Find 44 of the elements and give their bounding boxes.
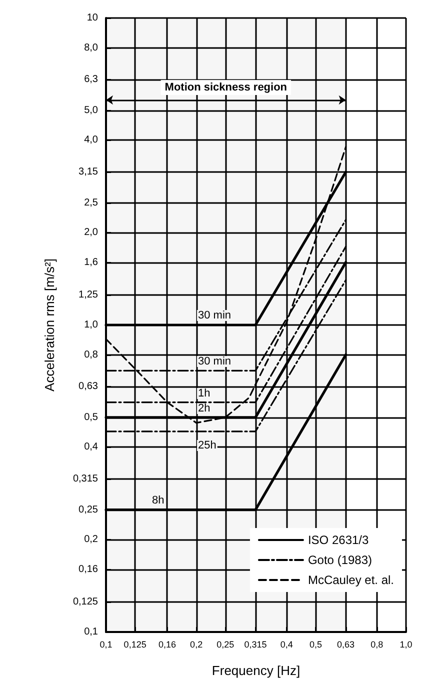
- x-tick-label: 0,315: [244, 640, 267, 650]
- y-tick-label: 6,3: [84, 74, 98, 86]
- y-tick-label: 0,16: [78, 564, 98, 575]
- x-tick-label: 0,8: [370, 640, 384, 650]
- y-axis-title: Acceleration rms [m/s²]: [42, 258, 57, 392]
- annotation: 30 min: [198, 356, 232, 368]
- y-tick-label: 4,0: [84, 134, 98, 146]
- x-tick-label: 0,125: [124, 640, 146, 650]
- legend-label: ISO 2631/3: [308, 533, 369, 547]
- x-tick-label: 0,4: [280, 640, 293, 650]
- y-tick-label: 0,8: [84, 349, 98, 360]
- y-tick-label: 0,315: [72, 474, 98, 485]
- y-tick-label: 0,4: [84, 442, 98, 453]
- annotation: 25h: [198, 440, 216, 452]
- y-tick-label: 2,0: [84, 227, 98, 238]
- y-tick-label: 0,1: [84, 626, 98, 638]
- y-tick-label: 1,25: [78, 290, 98, 301]
- annotation: 1h: [198, 388, 210, 400]
- y-tick-label: 0,63: [78, 381, 98, 392]
- legend-label: McCauley et. al.: [308, 573, 394, 587]
- y-tick-label: 2,5: [84, 197, 98, 208]
- x-tick-label: 0,63: [337, 640, 355, 650]
- y-tick-label: 1,0: [84, 320, 98, 330]
- x-tick-label: 0,1: [100, 640, 112, 650]
- y-tick-label: 3,15: [78, 166, 98, 178]
- y-tick-label: 0,2: [84, 534, 98, 546]
- legend-label: Goto (1983): [308, 553, 372, 567]
- x-tick-label: 0,16: [158, 640, 176, 650]
- x-tick-label: 0,5: [309, 640, 322, 650]
- y-tick-label: 8,0: [84, 42, 98, 54]
- annotation: 8h: [152, 494, 164, 506]
- x-tick-label: 0,25: [216, 640, 234, 650]
- y-tick-label: 0,125: [72, 596, 98, 608]
- y-tick-label: 5,0: [84, 104, 98, 116]
- annotation: 2h: [198, 402, 210, 414]
- x-tick-label: 1,0: [400, 640, 412, 650]
- x-axis-title: Frequency [Hz]: [212, 663, 300, 678]
- annotation: 30 min: [198, 310, 232, 322]
- y-tick-label: 1,6: [84, 256, 98, 268]
- band-label: Motion sickness region: [164, 82, 288, 94]
- y-tick-label: 0,5: [84, 412, 98, 423]
- x-tick-label: 0,2: [190, 640, 203, 650]
- y-tick-label: 10: [86, 12, 98, 24]
- y-tick-label: 0,25: [78, 504, 98, 516]
